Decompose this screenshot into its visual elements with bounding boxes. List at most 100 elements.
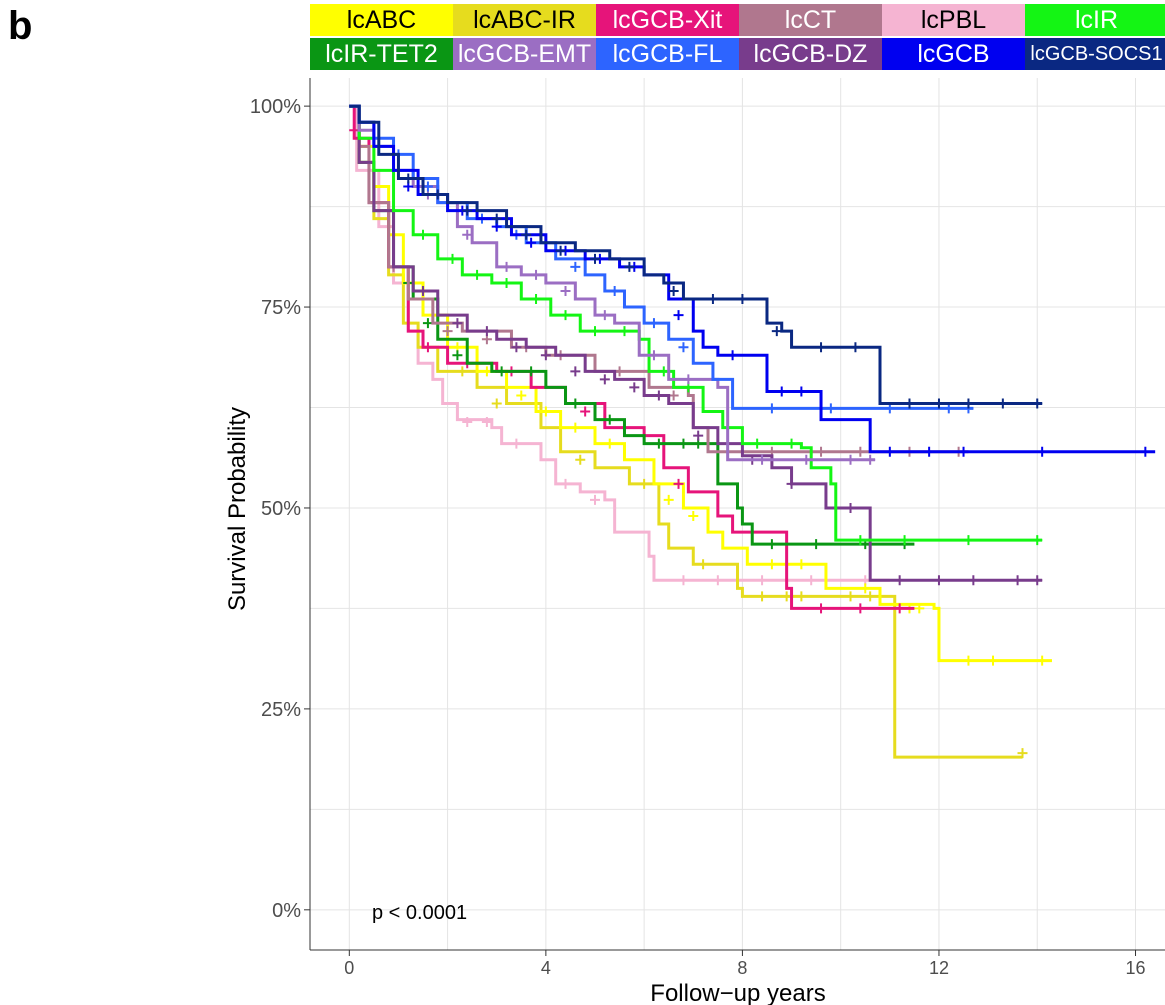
legend-entry: lcGCB-Xit [596, 4, 739, 36]
censor-mark [462, 416, 473, 427]
censor-mark [860, 583, 871, 594]
y-tick-label: 25% [261, 699, 301, 721]
censor-mark [422, 342, 433, 353]
censor-mark [796, 591, 807, 602]
y-tick-label: 100% [250, 96, 301, 118]
y-axis-label: Survival Probability [224, 407, 251, 611]
censor-mark [648, 318, 659, 329]
censor-mark [590, 494, 600, 505]
censor-mark [457, 366, 468, 377]
censor-mark [540, 406, 551, 417]
censor-mark [894, 575, 905, 586]
censor-mark [462, 205, 473, 216]
censor-mark [845, 502, 856, 513]
censor-mark [604, 414, 615, 425]
censor-mark [531, 269, 542, 280]
censor-mark [933, 398, 944, 409]
panel-label: b [8, 4, 33, 48]
censor-mark [663, 494, 674, 505]
censor-mark [963, 655, 974, 666]
censor-mark [609, 285, 620, 296]
censor-mark [811, 539, 822, 550]
censor-mark [570, 422, 581, 433]
censor-mark [766, 559, 777, 570]
legend-entry: lcPBL [882, 4, 1025, 36]
censor-mark [796, 559, 807, 570]
censor-mark [924, 446, 935, 457]
censor-mark [418, 229, 429, 240]
censor-mark [757, 591, 768, 602]
censor-mark [752, 438, 763, 449]
axes [304, 78, 1165, 956]
censor-mark [825, 403, 836, 414]
censor-mark [771, 326, 782, 337]
censor-mark [349, 125, 360, 136]
censor-mark [442, 326, 453, 337]
censor-mark [816, 342, 827, 353]
censor-mark [521, 229, 532, 240]
censor-mark [668, 390, 679, 401]
censor-mark [653, 438, 664, 449]
legend-row-bottom: lcIR-TET2 lcGCB-EMT lcGCB-FL lcGCB-DZ lcGCB l… [310, 38, 1165, 70]
censor-mark [511, 438, 522, 449]
legend-entry: lcGCB-SOCS1 [1025, 38, 1165, 70]
censor-mark [511, 342, 522, 353]
censor-mark [491, 213, 502, 224]
censor-mark [452, 318, 463, 329]
censor-mark [1032, 575, 1043, 586]
censor-mark [683, 374, 694, 385]
censor-mark [481, 366, 492, 377]
x-tick-label: 12 [929, 958, 949, 978]
censor-mark [1032, 398, 1043, 409]
x-axis-label: Follow−up years [650, 980, 825, 1005]
censor-mark [447, 253, 458, 264]
censor-mark [531, 294, 542, 305]
censor-mark [781, 591, 792, 602]
censor-mark [1017, 748, 1028, 759]
censor-mark [786, 478, 797, 489]
y-tick-label: 50% [261, 498, 301, 520]
censor-mark [1012, 575, 1023, 586]
censor-mark [624, 261, 635, 272]
censor-mark [855, 535, 866, 546]
censor-mark [653, 390, 664, 401]
censor-mark [855, 446, 866, 457]
censor-mark [496, 366, 507, 377]
legend-entry: lcGCB [882, 38, 1025, 70]
censor-mark [816, 603, 827, 614]
censor-mark [540, 350, 551, 361]
censor-mark [452, 350, 463, 361]
censor-mark [590, 253, 600, 264]
survival-curve-lcPBL [349, 104, 890, 582]
censor-mark [629, 382, 640, 393]
x-tick-label: 16 [1126, 958, 1146, 978]
censor-mark [590, 326, 600, 337]
censor-mark [845, 454, 856, 465]
survival-curve-lcABC [349, 104, 1052, 663]
censor-mark [693, 430, 704, 441]
censor-mark [816, 446, 827, 457]
censor-mark [757, 575, 768, 586]
censor-mark [904, 398, 915, 409]
censor-mark [707, 294, 718, 305]
censor-mark [737, 294, 748, 305]
legend-entry: lcGCB-EMT [453, 38, 596, 70]
censor-mark [1037, 446, 1048, 457]
survival-curves [349, 104, 1156, 759]
legend-entry: lcGCB-FL [596, 38, 739, 70]
censor-mark [481, 416, 492, 427]
censor-mark [757, 454, 768, 465]
censor-mark [491, 398, 502, 409]
censor-mark [806, 575, 817, 586]
p-value-annotation: p < 0.0001 [372, 902, 467, 924]
censor-mark [845, 591, 856, 602]
censor-mark [501, 261, 512, 272]
censor-mark [472, 269, 483, 280]
censor-mark [462, 229, 473, 240]
censor-mark [560, 285, 571, 296]
censor-mark [988, 655, 999, 666]
censor-mark [786, 438, 797, 449]
censor-mark [899, 535, 910, 546]
censor-mark [766, 403, 777, 414]
censor-mark [933, 575, 944, 586]
